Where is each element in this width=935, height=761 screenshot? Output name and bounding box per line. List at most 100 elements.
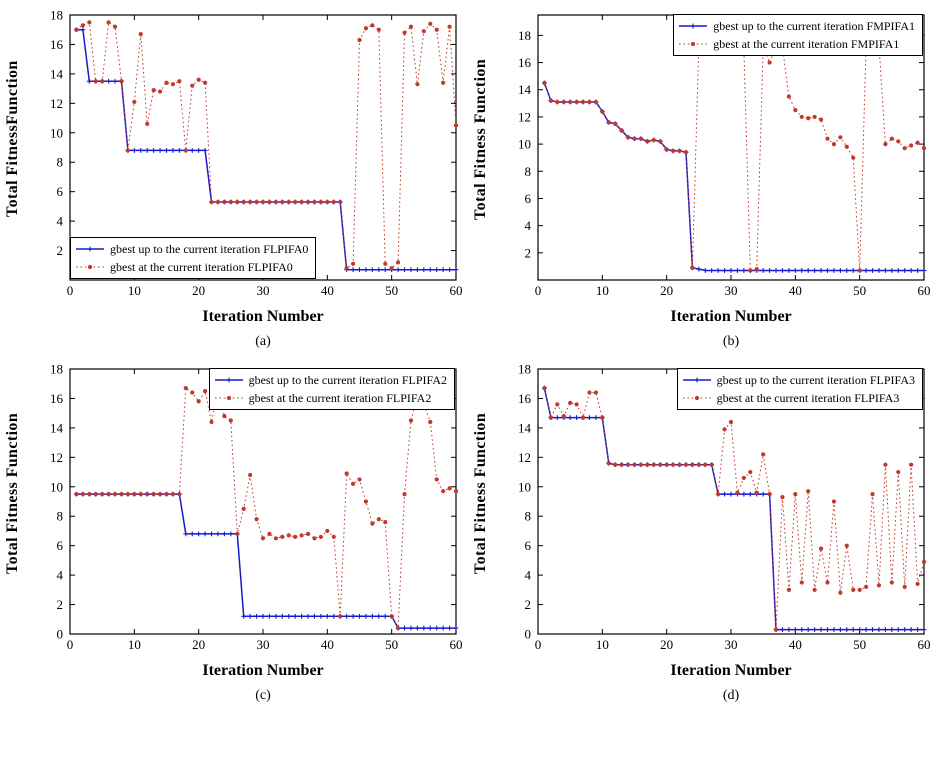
legend-entry-gbest-up: gbest up to the current iteration FLPIFA… <box>682 371 915 389</box>
svg-text:14: 14 <box>50 66 64 81</box>
subplot-caption: (a) <box>255 334 271 349</box>
svg-text:10: 10 <box>128 637 141 652</box>
legend-label: gbest at the current iteration FLPIFA3 <box>716 391 900 405</box>
svg-text:10: 10 <box>50 479 63 494</box>
subplot-a: Total FitnessFunction 0 10 20 30 40 50 60 2 4 6 8 1… <box>2 6 466 350</box>
svg-text:4: 4 <box>57 568 64 583</box>
legend-entry-gbest-at: gbest at the current iteration FMPIFA1 <box>678 35 915 53</box>
svg-text:0: 0 <box>535 637 542 652</box>
y-axis-label: Total Fitness Function <box>472 412 489 574</box>
svg-text:0: 0 <box>67 637 74 652</box>
svg-text:6: 6 <box>525 191 532 206</box>
svg-text:60: 60 <box>918 283 931 298</box>
svg-text:6: 6 <box>525 538 532 553</box>
svg-text:8: 8 <box>525 164 532 179</box>
svg-text:30: 30 <box>725 637 738 652</box>
svg-text:8: 8 <box>57 155 64 170</box>
svg-text:4: 4 <box>525 568 532 583</box>
legend: gbest up to the current iteration FLPIFA… <box>208 368 455 410</box>
legend-entry-gbest-at: gbest at the current iteration FLPIFA2 <box>214 389 447 407</box>
svg-text:60: 60 <box>450 283 463 298</box>
subplot-d: Total Fitness Function 0 10 20 30 40 50 60 0 2 4 6… <box>470 360 934 704</box>
svg-text:16: 16 <box>50 391 64 406</box>
legend-line-gbest-up-icon <box>76 246 104 252</box>
legend-line-gbest-at-icon <box>682 395 711 401</box>
legend-label: gbest up to the current iteration FLPIFA… <box>248 373 447 387</box>
svg-text:16: 16 <box>518 391 532 406</box>
svg-text:16: 16 <box>518 55 532 70</box>
svg-text:10: 10 <box>128 283 141 298</box>
svg-text:30: 30 <box>257 637 270 652</box>
legend-entry-gbest-at: gbest at the current iteration FLPIFA0 <box>75 258 308 276</box>
svg-text:14: 14 <box>50 420 64 435</box>
svg-text:6: 6 <box>57 184 64 199</box>
plot-area: 0 10 20 30 40 50 60 0 2 4 6 8 10 12 14 16 18 <box>50 362 463 653</box>
legend-line-gbest-at-icon <box>76 264 104 270</box>
subplot-caption: (c) <box>255 688 271 703</box>
svg-text:4: 4 <box>57 214 64 229</box>
legend-line-gbest-up-icon <box>682 377 711 383</box>
legend-label: gbest up to the current iteration FLPIFA… <box>110 242 309 256</box>
legend-line-gbest-at-icon <box>679 41 708 47</box>
svg-text:14: 14 <box>518 82 532 97</box>
svg-text:18: 18 <box>50 362 63 377</box>
svg-text:10: 10 <box>596 283 609 298</box>
plot-area: 0 10 20 30 40 50 60 0 2 4 6 8 10 12 14 16 18 <box>518 362 931 653</box>
svg-text:12: 12 <box>50 450 63 465</box>
plot-area: 0 10 20 30 40 50 60 2 4 6 8 10 12 14 16 18 <box>518 14 931 298</box>
svg-text:2: 2 <box>525 597 532 612</box>
legend-label: gbest up to the current iteration FMPIFA… <box>713 19 915 33</box>
svg-text:14: 14 <box>518 420 532 435</box>
svg-text:60: 60 <box>918 637 931 652</box>
legend-label: gbest at the current iteration FLPIFA0 <box>110 260 293 274</box>
svg-text:8: 8 <box>525 509 532 524</box>
svg-text:20: 20 <box>192 637 205 652</box>
svg-text:0: 0 <box>535 283 542 298</box>
svg-text:4: 4 <box>525 218 532 233</box>
svg-text:50: 50 <box>853 637 866 652</box>
svg-text:18: 18 <box>518 28 531 43</box>
svg-text:50: 50 <box>853 283 866 298</box>
svg-text:0: 0 <box>525 627 532 642</box>
legend-entry-gbest-up: gbest up to the current iteration FLPIFA… <box>75 240 308 258</box>
svg-text:60: 60 <box>450 637 463 652</box>
legend-line-gbest-up-icon <box>679 23 708 29</box>
legend: gbest up to the current iteration FLPIFA… <box>70 237 317 279</box>
svg-text:12: 12 <box>518 109 531 124</box>
subplot-b: Total Fitness Function 0 10 20 30 40 50 60 2 4 6 8… <box>470 6 934 350</box>
plot-wrap-b: Total Fitness Function 0 10 20 30 40 50 60 2 4 6 8… <box>470 6 934 308</box>
svg-text:30: 30 <box>257 283 270 298</box>
legend-label: gbest at the current iteration FLPIFA2 <box>248 391 432 405</box>
svg-text:2: 2 <box>525 245 532 260</box>
svg-text:18: 18 <box>518 362 531 377</box>
legend-entry-gbest-up: gbest up to the current iteration FMPIFA… <box>678 17 915 35</box>
svg-text:18: 18 <box>50 8 63 23</box>
figure-grid: Total FitnessFunction 0 10 20 30 40 50 60 2 4 6 8 1… <box>2 6 934 704</box>
plot-wrap-a: Total FitnessFunction 0 10 20 30 40 50 60 2 4 6 8 1… <box>2 6 466 308</box>
x-axis-label: Iteration Number <box>202 308 324 325</box>
svg-text:0: 0 <box>57 627 64 642</box>
plot-area: 0 10 20 30 40 50 60 2 4 6 8 10 12 14 16 18 <box>50 8 463 299</box>
svg-text:20: 20 <box>660 283 673 298</box>
svg-text:10: 10 <box>518 479 531 494</box>
y-axis-label: Total FitnessFunction <box>4 60 21 218</box>
svg-text:8: 8 <box>57 509 64 524</box>
svg-text:50: 50 <box>385 637 398 652</box>
legend-label: gbest up to the current iteration FLPIFA… <box>716 373 915 387</box>
x-axis-label: Iteration Number <box>670 308 792 325</box>
x-axis-label: Iteration Number <box>670 662 792 679</box>
svg-text:12: 12 <box>518 450 531 465</box>
legend-entry-gbest-at: gbest at the current iteration FLPIFA3 <box>682 389 915 407</box>
plot-wrap-c: Total Fitness Function 0 10 20 30 40 50 60 0 2 4 6… <box>2 360 466 662</box>
subplot-c: Total Fitness Function 0 10 20 30 40 50 60 0 2 4 6… <box>2 360 466 704</box>
legend: gbest up to the current iteration FMPIFA… <box>673 14 923 56</box>
svg-text:10: 10 <box>518 137 531 152</box>
svg-text:40: 40 <box>321 637 334 652</box>
subplot-caption: (d) <box>722 688 740 703</box>
legend: gbest up to the current iteration FLPIFA… <box>676 368 923 410</box>
legend-entry-gbest-up: gbest up to the current iteration FLPIFA… <box>214 371 447 389</box>
svg-text:16: 16 <box>50 37 64 52</box>
svg-text:40: 40 <box>321 283 334 298</box>
svg-text:2: 2 <box>57 597 64 612</box>
svg-text:10: 10 <box>596 637 609 652</box>
